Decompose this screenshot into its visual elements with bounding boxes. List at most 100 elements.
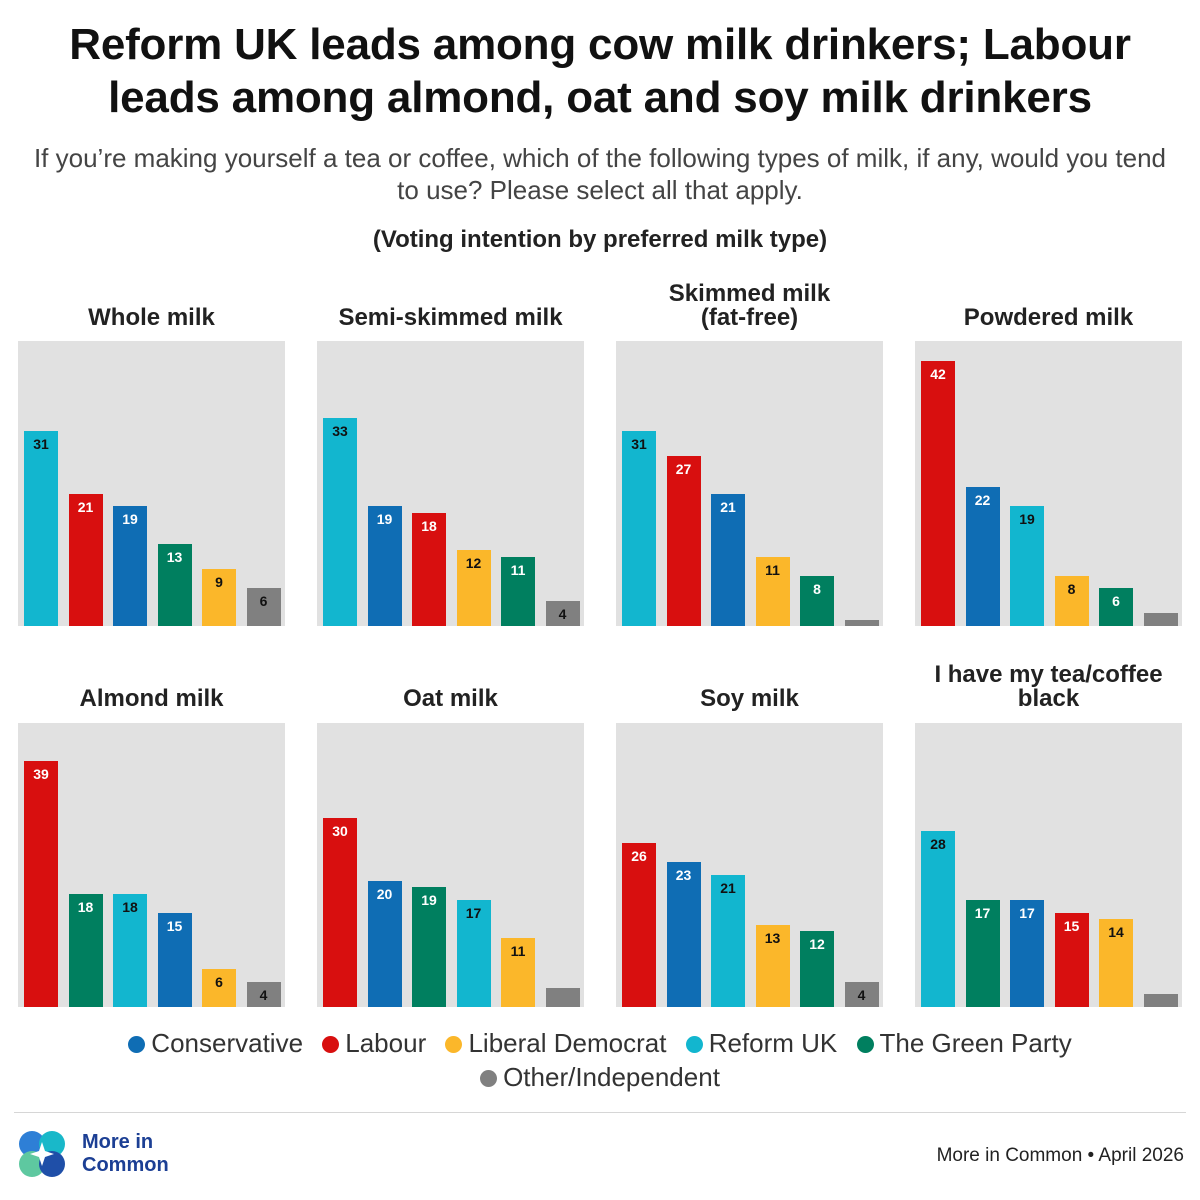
panel-6-bar-other-independent	[545, 988, 580, 1007]
panel-1-data-label: 13	[166, 549, 183, 566]
chart-title: Reform UK leads among cow milk drinkers;…	[0, 18, 1200, 124]
panel-7-data-label: 13	[764, 930, 781, 947]
chart-note: (Voting intention by preferred milk type…	[372, 226, 828, 253]
panel-4-bar-other-independent	[1143, 613, 1178, 626]
panel-7-data-label: 26	[631, 848, 647, 865]
panel-2-bar-liberal-democrat	[456, 550, 491, 626]
more-in-common-logo-icon	[19, 1131, 65, 1177]
panel-6-plot-area: 30 20 19 17 11	[317, 723, 584, 1007]
panel-2-data-label: 18	[421, 517, 437, 534]
panel-1-bar-reform-uk	[24, 430, 58, 626]
panel-8-bar-labour	[1054, 912, 1089, 1007]
legend-dot-libdem	[445, 1036, 463, 1053]
panel-2-plot-area: 33 19 18 12 11 4	[317, 341, 584, 626]
panel-8-data-label: 17	[1019, 904, 1035, 921]
legend-dot-other	[480, 1070, 498, 1087]
brand-name-line2: Common	[82, 1154, 169, 1176]
panel-1-data-label: 21	[77, 498, 94, 515]
panel-5-data-label: 18	[122, 898, 138, 915]
panel-8-title: I have my tea/coffee black	[934, 661, 1163, 712]
legend-dot-conservative	[128, 1036, 146, 1053]
panel-2-bar-other-independent	[545, 600, 580, 626]
panel-3-bar-liberal-democrat	[755, 556, 790, 626]
panel-7-plot-area: 26 23 21 13 12 4	[616, 723, 883, 1007]
chart-subtitle: If you’re making yourself a tea or coffe…	[33, 143, 1167, 205]
panel-1-data-label: 9	[215, 574, 223, 591]
panel-3-plot-area: 31 27 21 11 8	[616, 341, 883, 626]
panel-3-data-label: 21	[720, 498, 736, 515]
legend-item-conservative: Conservative	[128, 1026, 303, 1060]
panel-4-data-label: 6	[1112, 593, 1120, 610]
panel-1-data-label: 31	[33, 435, 49, 452]
panel-5-bar-reform-uk	[113, 893, 147, 1007]
panel-2-data-label: 19	[376, 511, 393, 528]
chart-title-line1: Reform UK leads among cow milk drinkers;…	[69, 20, 1131, 69]
panel-1-data-label: 6	[259, 593, 268, 610]
panel-7-data-label: 23	[675, 867, 692, 884]
panel-8-bar-the-green-party	[965, 899, 1000, 1007]
panel-7-bar-other-independent	[844, 981, 879, 1007]
panel-1-data-label: 19	[122, 511, 138, 528]
panel-7-title: Soy milk	[700, 685, 799, 712]
panel-5-title: Almond milk	[79, 685, 224, 712]
panel-8-bar-liberal-democrat	[1099, 918, 1133, 1007]
panel-5-data-label: 15	[166, 917, 183, 934]
panel-2-data-label: 11	[510, 561, 526, 578]
legend-label-conservative: Conservative	[151, 1028, 304, 1058]
panel-2-bar-labour	[412, 512, 446, 626]
legend-dot-green	[856, 1036, 874, 1053]
panel-2-title: Semi-skimmed milk	[338, 304, 563, 331]
panel-4-bar-liberal-democrat	[1054, 575, 1089, 626]
panel-8-plot-area: 28 17 17 15 14	[915, 723, 1182, 1007]
panel-4-title: Powdered milk	[963, 304, 1134, 331]
panel-3-bar-the-green-party	[800, 575, 834, 626]
panel-8-data-label: 15	[1063, 917, 1080, 934]
panel-1-bar-other-independent	[246, 588, 281, 626]
panel-4-data-label: 19	[1019, 511, 1035, 528]
panel-4-bar-the-green-party	[1099, 588, 1133, 626]
panel-5-bar-labour	[24, 761, 58, 1007]
panel-6-data-label: 30	[332, 823, 348, 839]
panel-8-bar-conservative	[1010, 899, 1044, 1007]
panel-7-data-label: 4	[857, 986, 866, 1003]
panel-7-bar-labour	[622, 843, 656, 1007]
panel-5-bar-the-green-party	[68, 893, 103, 1007]
panel-8-bar-other-independent	[1143, 994, 1178, 1007]
panel-5-data-label: 4	[259, 986, 268, 1003]
panel-6-bar-conservative	[367, 881, 402, 1007]
panel-7-data-label: 12	[809, 936, 825, 953]
panel-2-data-label: 4	[558, 605, 567, 622]
panel-6-bar-labour	[323, 818, 357, 1007]
legend-item-reform: Reform UK	[685, 1026, 837, 1060]
panel-4-bar-reform-uk	[1010, 506, 1044, 626]
panel-8-bar-reform-uk	[921, 830, 955, 1007]
panel-7-bar-the-green-party	[800, 931, 834, 1007]
legend: Conservative Labour Liberal Democrat Ref…	[40, 1026, 1160, 1094]
panel-6-data-label: 20	[376, 886, 393, 902]
panel-4-data-label: 22	[974, 492, 991, 509]
chart-title-line2: leads among almond, oat and soy milk dri…	[108, 73, 1092, 122]
panel-3-bar-other-independent	[844, 619, 879, 626]
panel-1-title: Whole milk	[88, 304, 215, 331]
panel-4-bar-labour	[921, 361, 955, 626]
panel-5-data-label: 6	[215, 974, 223, 991]
panel-4-data-label: 8	[1067, 580, 1076, 597]
panel-8-data-label: 14	[1108, 923, 1124, 940]
legend-item-green: The Green Party	[856, 1026, 1072, 1060]
panel-6-bar-liberal-democrat	[501, 937, 535, 1007]
panel-7-data-label: 21	[720, 879, 736, 896]
panel-5-bar-liberal-democrat	[202, 969, 236, 1007]
panel-1-bar-labour	[68, 493, 103, 626]
panel-7-bar-reform-uk	[711, 874, 745, 1007]
panel-2-data-label: 33	[332, 423, 348, 440]
panel-3-data-label: 27	[675, 460, 692, 477]
panel-5-data-label: 18	[77, 898, 94, 915]
panel-8-data-label: 17	[974, 904, 991, 921]
panel-4-data-label: 42	[930, 366, 946, 383]
panel-2-bar-reform-uk	[323, 418, 357, 626]
legend-item-libdem: Liberal Democrat	[445, 1026, 666, 1060]
panel-3-data-label: 11	[765, 561, 780, 578]
panel-6-title: Oat milk	[403, 685, 498, 712]
legend-label-other: Other/Independent	[503, 1062, 720, 1092]
panel-3-data-label: 31	[631, 435, 647, 452]
